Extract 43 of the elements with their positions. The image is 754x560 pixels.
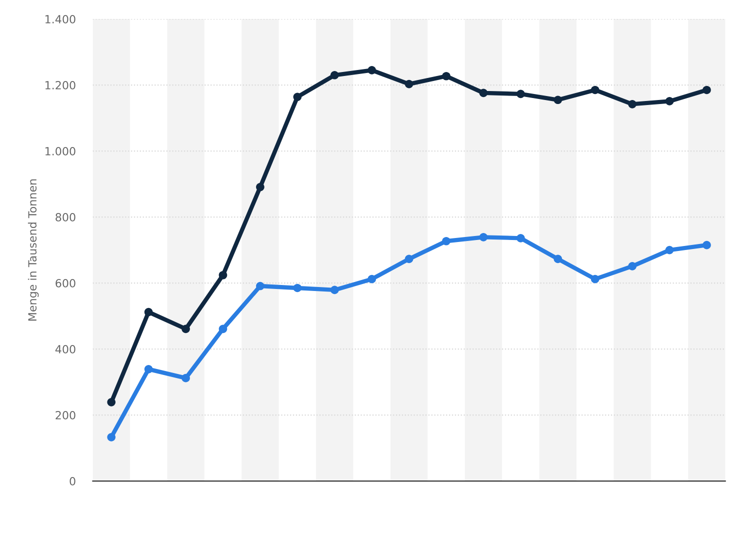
point: [144, 365, 153, 374]
point: [107, 432, 116, 442]
point: [628, 262, 636, 270]
point: [404, 80, 414, 88]
point: [330, 286, 339, 294]
point: [218, 270, 228, 280]
point: [516, 234, 525, 242]
point: [293, 284, 302, 292]
y-tick-label: 1.000: [45, 147, 76, 156]
point: [554, 96, 562, 104]
y-tick-label: 1.400: [45, 15, 76, 24]
point: [702, 86, 711, 94]
point: [665, 246, 674, 254]
point: [516, 90, 525, 98]
point: [182, 324, 190, 334]
point: [144, 308, 153, 316]
point: [404, 254, 414, 264]
y-tick-label: 1.200: [45, 81, 76, 90]
point: [330, 70, 339, 80]
y-tick-label: 600: [56, 279, 76, 288]
point: [368, 274, 376, 284]
point: [628, 100, 636, 108]
y-axis-title: Menge in Tausend Tonnen: [28, 179, 39, 321]
point: [590, 274, 600, 284]
y-tick-label: 200: [56, 411, 76, 420]
point: [293, 92, 302, 102]
point: [554, 254, 562, 264]
point: [442, 72, 450, 80]
y-tick-label: 0: [70, 477, 76, 486]
point: [590, 86, 600, 94]
point: [368, 66, 376, 74]
point: [665, 97, 674, 106]
point: [182, 374, 190, 382]
point: [702, 240, 711, 250]
point: [442, 236, 450, 246]
point: [479, 233, 488, 242]
y-tick-label: 800: [56, 213, 76, 222]
y-tick-label: 400: [55, 345, 76, 354]
point: [256, 282, 264, 290]
point: [479, 88, 488, 98]
point: [107, 398, 116, 406]
point: [218, 324, 228, 334]
point: [256, 182, 264, 192]
